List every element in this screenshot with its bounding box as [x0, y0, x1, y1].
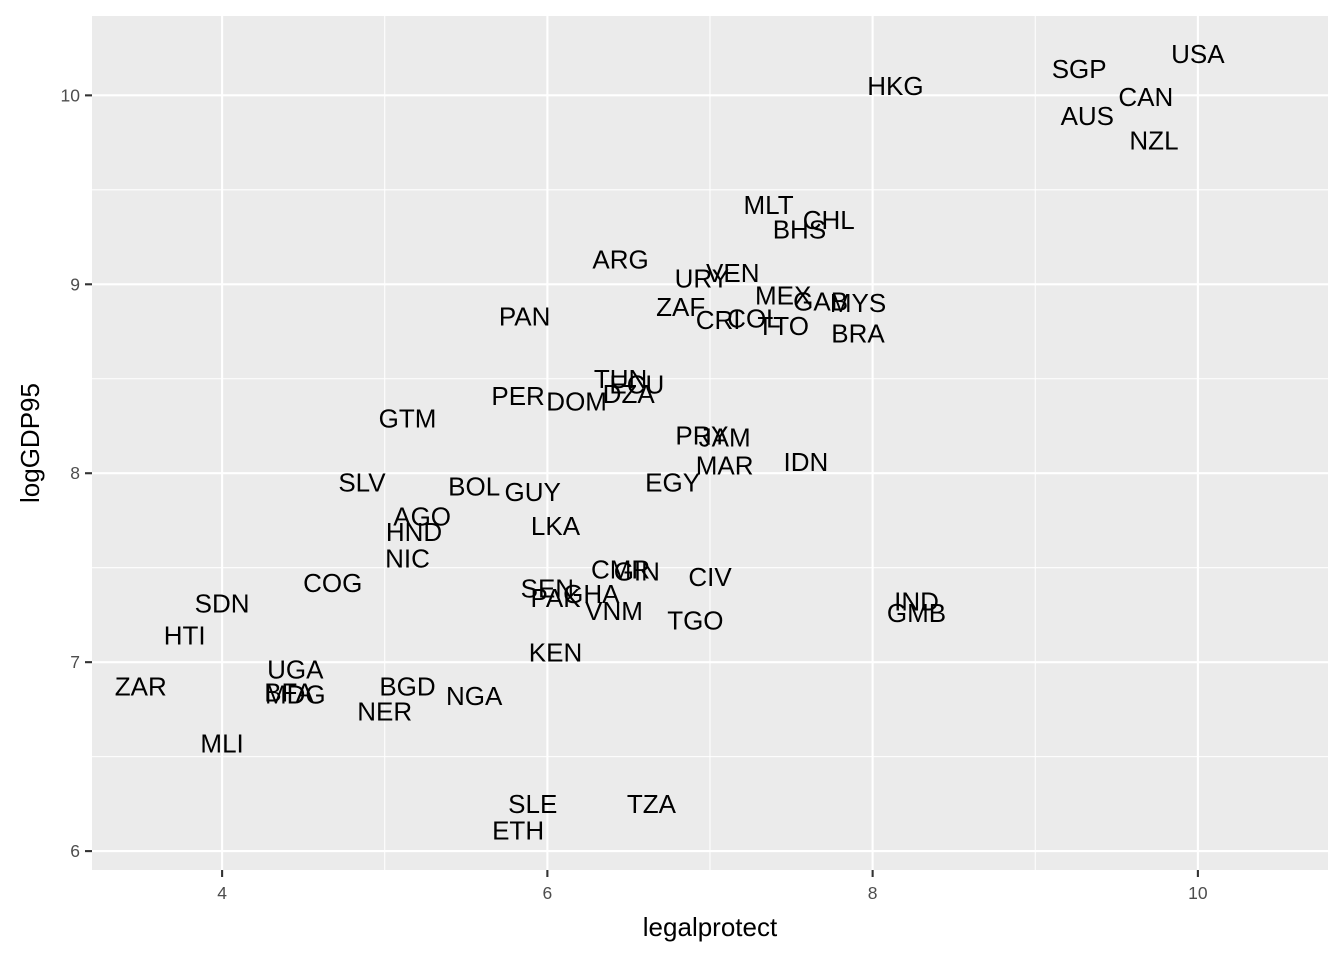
point-label-bhs: BHS: [773, 215, 826, 245]
point-label-slv: SLV: [338, 468, 386, 498]
point-label-mar: MAR: [696, 451, 754, 481]
point-label-tto: TTO: [757, 311, 809, 341]
point-label-mys: MYS: [830, 288, 886, 318]
point-label-sdn: SDN: [195, 589, 250, 619]
point-label-tza: TZA: [627, 789, 677, 819]
point-label-cog: COG: [303, 568, 362, 598]
y-tick-label: 6: [70, 841, 80, 861]
axis-ticks: 4 6 8 10 6 7 8 9 10: [61, 85, 1208, 903]
point-label-jam: JAM: [699, 422, 751, 452]
point-label-sgp: SGP: [1052, 54, 1107, 84]
point-label-sle: SLE: [508, 789, 557, 819]
point-label-ecu: ECU: [609, 369, 664, 399]
point-label-chl: CHL: [803, 205, 855, 235]
point-label-pan: PAN: [499, 301, 551, 331]
point-label-hti: HTI: [164, 621, 206, 651]
point-label-sen: SEN: [521, 573, 574, 603]
point-label-gin: GIN: [614, 556, 660, 586]
point-label-gab: GAB: [793, 286, 848, 316]
point-label-pry: PRY: [675, 420, 728, 450]
point-label-dom: DOM: [546, 386, 607, 416]
y-tick-label: 10: [61, 85, 81, 105]
point-label-egy: EGY: [645, 468, 700, 498]
point-label-civ: CIV: [688, 562, 732, 592]
point-label-cmr: CMR: [591, 555, 650, 585]
point-label-ury: URY: [675, 264, 729, 294]
point-label-hnd: HND: [386, 517, 442, 547]
y-axis-title: logGDP95: [15, 383, 45, 503]
point-label-tun: TUN: [594, 364, 647, 394]
point-label-idn: IDN: [784, 447, 829, 477]
point-label-zaf: ZAF: [656, 292, 705, 322]
point-label-gmb: GMB: [887, 598, 946, 628]
point-label-cri: CRI: [696, 305, 741, 335]
point-label-mdg: MDG: [265, 679, 326, 709]
y-tick-label: 8: [70, 463, 80, 483]
point-label-dza: DZA: [603, 379, 656, 409]
point-label-ken: KEN: [529, 638, 582, 668]
point-label-per: PER: [491, 381, 544, 411]
point-label-guy: GUY: [505, 477, 561, 507]
point-label-nic: NIC: [385, 543, 430, 573]
point-label-ago: AGO: [393, 502, 451, 532]
point-label-gha: GHA: [563, 579, 620, 609]
point-label-ind: IND: [894, 587, 939, 617]
point-label-vnm: VNM: [585, 596, 643, 626]
point-label-tgo: TGO: [667, 606, 723, 636]
point-label-bra: BRA: [831, 318, 885, 348]
x-tick-label: 10: [1188, 883, 1208, 903]
point-label-arg: ARG: [592, 245, 648, 275]
x-tick-label: 8: [868, 883, 878, 903]
point-label-aus: AUS: [1061, 101, 1114, 131]
point-label-eth: ETH: [492, 815, 544, 845]
point-label-mlt: MLT: [744, 190, 794, 220]
point-label-bgd: BGD: [379, 672, 435, 702]
x-tick-label: 4: [217, 883, 227, 903]
point-label-gtm: GTM: [379, 403, 437, 433]
point-label-zar: ZAR: [115, 672, 167, 702]
point-label-bfa: BFA: [264, 677, 314, 707]
grid-lines: [92, 16, 1328, 870]
point-label-ner: NER: [357, 696, 412, 726]
point-label-uga: UGA: [267, 655, 324, 685]
y-tick-label: 7: [70, 652, 80, 672]
point-label-ven: VEN: [706, 258, 759, 288]
point-label-bol: BOL: [448, 471, 500, 501]
point-label-pak: PAK: [530, 583, 581, 613]
point-label-mli: MLI: [200, 728, 243, 758]
point-label-nzl: NZL: [1129, 126, 1178, 156]
point-label-lka: LKA: [531, 511, 581, 541]
point-label-mex: MEX: [755, 281, 811, 311]
point-label-hkg: HKG: [867, 71, 923, 101]
point-label-usa: USA: [1171, 39, 1225, 69]
point-label-col: COL: [727, 303, 780, 333]
x-axis-title: legalprotect: [643, 912, 778, 942]
y-tick-label: 9: [70, 274, 80, 294]
point-label-can: CAN: [1118, 82, 1173, 112]
x-tick-label: 6: [543, 883, 553, 903]
point-label-nga: NGA: [446, 681, 503, 711]
